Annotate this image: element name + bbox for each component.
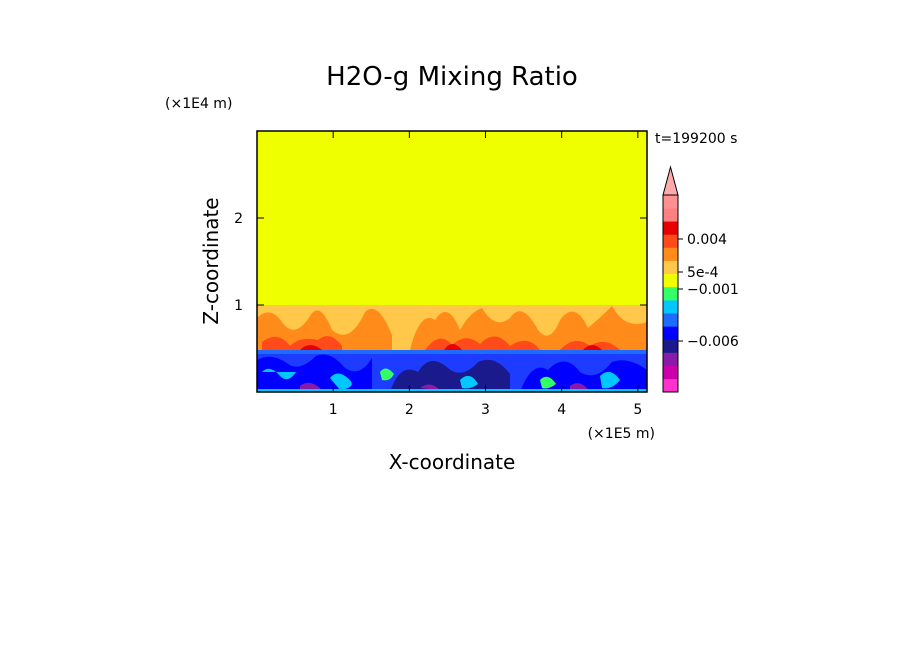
x-tick-label: 5 xyxy=(633,402,642,418)
colorbar-label: 5e-4 xyxy=(687,265,719,281)
colorbar-bin xyxy=(663,221,678,235)
colorbar-labels: 0.004 5e-4 −0.001 −0.006 xyxy=(687,232,739,350)
x-axis-label: X-coordinate xyxy=(389,450,516,474)
plot-frame xyxy=(256,130,648,393)
colorbar-bin xyxy=(663,208,678,222)
colorbar xyxy=(662,165,683,393)
y-tick-label: 2 xyxy=(234,211,243,227)
x-tick-label: 1 xyxy=(329,402,338,418)
chart-title: H2O-g Mixing Ratio xyxy=(326,62,578,92)
colorbar-bin xyxy=(663,378,678,393)
colorbar-bin xyxy=(663,260,678,275)
colorbar-bin xyxy=(663,195,678,209)
y-scale-label: (×1E4 m) xyxy=(165,96,232,112)
colorbar-extend-arrow xyxy=(662,165,679,196)
x-tick-label: 2 xyxy=(405,402,414,418)
y-axis-label: Z-coordinate xyxy=(199,197,223,324)
colorbar-label: −0.001 xyxy=(687,282,739,298)
transition-layer xyxy=(257,305,647,350)
colorbar-bin xyxy=(663,326,678,340)
plot-area xyxy=(256,130,648,393)
colorbar-label: −0.006 xyxy=(687,334,739,350)
x-tick-label: 3 xyxy=(481,402,490,418)
colorbar-bin xyxy=(663,313,678,327)
x-scale-label: (×1E5 m) xyxy=(588,426,655,442)
colorbar-frame xyxy=(662,194,679,393)
y-tick-label: 1 xyxy=(234,298,243,314)
colorbar-label: 0.004 xyxy=(687,232,727,248)
x-axis: 1 2 3 4 5 xyxy=(329,131,642,418)
lower-layer xyxy=(257,350,647,392)
y-axis: 12 xyxy=(234,211,647,314)
time-label: t=199200 s xyxy=(655,131,737,147)
colorbar-bin xyxy=(663,286,678,301)
colorbar-bin xyxy=(663,300,678,314)
colorbar-bin xyxy=(663,352,678,367)
colorbar-bin xyxy=(663,234,678,248)
colorbar-bin xyxy=(663,273,678,288)
x-tick-label: 4 xyxy=(557,402,566,418)
colorbar-bin xyxy=(663,247,678,261)
colorbar-bin xyxy=(663,365,678,380)
colorbar-bin xyxy=(663,339,678,353)
